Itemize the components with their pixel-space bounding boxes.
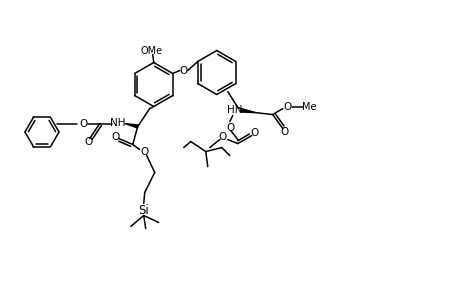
Text: O: O [283, 102, 291, 112]
Text: HN: HN [227, 105, 242, 115]
Polygon shape [124, 124, 138, 128]
Text: O: O [218, 132, 226, 142]
Text: Me: Me [301, 102, 315, 112]
Polygon shape [240, 109, 254, 112]
Text: O: O [140, 146, 149, 157]
Text: Si: Si [138, 204, 149, 217]
Text: O: O [112, 131, 120, 142]
Text: O: O [79, 118, 88, 128]
Text: O: O [179, 65, 187, 76]
Text: NH: NH [110, 118, 125, 128]
Text: OMe: OMe [140, 46, 162, 56]
Text: O: O [250, 128, 258, 138]
Text: O: O [280, 127, 288, 136]
Text: O: O [84, 136, 93, 146]
Text: O: O [226, 123, 235, 133]
